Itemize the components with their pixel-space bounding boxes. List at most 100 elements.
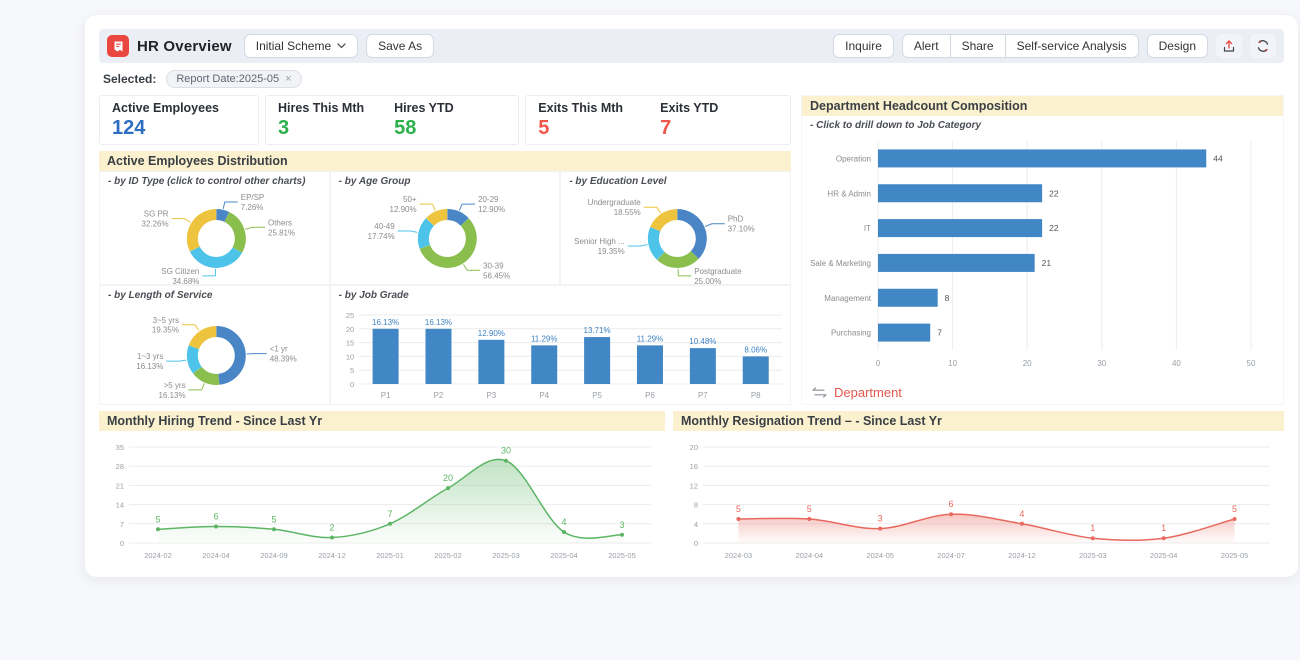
length-of-service-donut-chart[interactable]: <1 yr 48.39% >5 yrs 16.13% 1~3 yrs 16.13% 3~5 …: [100, 303, 329, 404]
svg-text:20-29: 20-29: [478, 195, 499, 204]
export-icon: [1223, 40, 1235, 52]
department-headcount-bar-chart[interactable]: 0 10 20 30 40 50 Operation 44 HR & Admin 22 IT 22 Sa…: [802, 133, 1283, 380]
svg-text:2025-03: 2025-03: [1079, 551, 1107, 560]
svg-text:SG Citizen: SG Citizen: [161, 267, 199, 276]
svg-text:10: 10: [345, 352, 353, 361]
svg-text:1: 1: [1090, 523, 1095, 533]
svg-text:2024-02: 2024-02: [144, 551, 172, 560]
chevron-down-icon: [337, 43, 346, 49]
filter-chip-label: Report Date:2025-05: [176, 73, 280, 85]
svg-text:11.29%: 11.29%: [636, 334, 663, 343]
svg-text:16: 16: [690, 462, 698, 471]
chart-subtitle-education: - by Education Level: [569, 176, 667, 187]
svg-text:2: 2: [329, 523, 334, 533]
svg-text:Others: Others: [268, 218, 292, 227]
section-title-resignation-trend: Monthly Resignation Trend – - Since Last…: [673, 411, 1284, 431]
svg-text:19.35%: 19.35%: [152, 326, 179, 335]
active-employees-distribution-section: Active Employees Distribution - by ID Ty…: [99, 151, 791, 405]
save-as-button[interactable]: Save As: [366, 34, 435, 58]
svg-text:8: 8: [694, 501, 698, 510]
svg-text:16.13%: 16.13%: [136, 362, 163, 371]
svg-text:35: 35: [116, 443, 124, 452]
svg-text:7.26%: 7.26%: [241, 203, 264, 212]
svg-text:8: 8: [945, 293, 950, 303]
svg-text:2024-04: 2024-04: [202, 551, 230, 560]
refresh-button[interactable]: [1250, 34, 1276, 58]
svg-text:15: 15: [345, 339, 353, 348]
svg-text:PhD: PhD: [728, 215, 744, 224]
svg-text:20: 20: [690, 443, 698, 452]
svg-text:2024-09: 2024-09: [260, 551, 288, 560]
svg-text:Management: Management: [824, 294, 871, 303]
share-button[interactable]: Share: [949, 35, 1005, 57]
svg-text:0: 0: [876, 359, 881, 368]
filter-chip-report-date[interactable]: Report Date:2025-05 ×: [166, 70, 302, 88]
export-button[interactable]: [1216, 34, 1242, 58]
chart-subtitle-department: - Click to drill down to Job Category: [810, 120, 982, 131]
svg-text:11.29%: 11.29%: [531, 334, 558, 343]
monthly-resignation-trend-section: Monthly Resignation Trend – - Since Last…: [673, 411, 1284, 565]
svg-text:8.06%: 8.06%: [744, 345, 767, 354]
job-grade-bar-chart[interactable]: 0 5 10 15 20 25 16.13% P1 16.13% P2 12.90% P3 11.29%…: [331, 303, 790, 404]
kpi-card-hires: Hires This Mth 3 Hires YTD 58: [265, 95, 520, 145]
svg-text:1~3 yrs: 1~3 yrs: [137, 352, 163, 361]
alert-button[interactable]: Alert: [913, 39, 939, 53]
inquire-button[interactable]: Inquire: [833, 34, 894, 58]
svg-text:22: 22: [1049, 188, 1059, 198]
svg-text:16.13%: 16.13%: [372, 318, 399, 327]
svg-text:0: 0: [694, 539, 698, 548]
filter-bar: Selected: Report Date:2025-05 ×: [99, 67, 1284, 91]
section-title-hiring-trend: Monthly Hiring Trend - Since Last Yr: [99, 411, 665, 431]
svg-text:50+: 50+: [403, 195, 417, 204]
scheme-selector[interactable]: Initial Scheme: [243, 34, 359, 58]
svg-text:P4: P4: [539, 391, 549, 400]
age-group-donut-chart[interactable]: 20-29 12.90% 30-39 56.45% 40-49 17.74% 50+ 12.9…: [331, 189, 560, 284]
svg-text:0: 0: [350, 380, 354, 389]
department-drill-control[interactable]: Department: [802, 380, 1283, 404]
svg-text:2024-07: 2024-07: [937, 551, 965, 560]
svg-text:30: 30: [1097, 359, 1106, 368]
svg-text:2024-04: 2024-04: [796, 551, 824, 560]
svg-text:4: 4: [561, 517, 566, 527]
svg-text:48.39%: 48.39%: [270, 355, 297, 364]
svg-text:12.90%: 12.90%: [389, 205, 416, 214]
svg-text:6: 6: [213, 512, 218, 522]
kpi-label: Exits YTD: [660, 101, 719, 115]
svg-text:5: 5: [1232, 504, 1237, 514]
swap-icon: [812, 386, 827, 398]
svg-text:13.71%: 13.71%: [583, 326, 610, 335]
id-type-donut-chart[interactable]: EP/SP 7.26% Others 25.81% SG Citizen 34.68% SG…: [100, 189, 329, 284]
svg-text:17.74%: 17.74%: [367, 232, 394, 241]
svg-text:34.68%: 34.68%: [172, 277, 199, 284]
svg-text:2025-04: 2025-04: [550, 551, 578, 560]
education-donut-chart[interactable]: PhD 37.10% Postgraduate 25.00% Senior High .…: [561, 189, 790, 284]
chart-subtitle-id-type: - by ID Type (click to control other cha…: [108, 176, 306, 187]
scheme-selector-label: Initial Scheme: [255, 39, 332, 53]
chip-remove-icon[interactable]: ×: [285, 73, 292, 85]
svg-text:12.90%: 12.90%: [478, 205, 505, 214]
panel-by-length-of-service: - by Length of Service <1 yr 48.39% >5 yrs…: [99, 285, 330, 405]
svg-text:2024-12: 2024-12: [318, 551, 346, 560]
self-service-analysis-button[interactable]: Self-service Analysis: [1004, 35, 1138, 57]
resignation-trend-line-chart[interactable]: 0 4 8 12 16 20 5 2024-03 5 2024-04 3 2024-05 6 2024-0…: [673, 431, 1284, 565]
svg-text:25: 25: [345, 311, 353, 320]
toolbar: HR Overview Initial Scheme Save As Inqui…: [99, 29, 1284, 63]
svg-text:5: 5: [736, 504, 741, 514]
svg-text:40: 40: [1172, 359, 1181, 368]
svg-text:7: 7: [120, 520, 124, 529]
svg-text:2025-01: 2025-01: [376, 551, 404, 560]
hiring-trend-line-chart[interactable]: 0 7 14 21 28 35 5 2024-02 6 2024-04 5 2024-09 2 2024-…: [99, 431, 665, 565]
svg-text:P8: P8: [750, 391, 760, 400]
kpi-label: Hires YTD: [394, 101, 454, 115]
svg-text:Undergraduate: Undergraduate: [588, 198, 642, 207]
svg-text:12.90%: 12.90%: [477, 329, 504, 338]
selected-label: Selected:: [103, 72, 157, 86]
svg-text:5: 5: [350, 366, 354, 375]
design-button[interactable]: Design: [1146, 34, 1208, 58]
kpi-card-active-employees: Active Employees 124: [99, 95, 259, 145]
dashboard-window: HR Overview Initial Scheme Save As Inqui…: [85, 15, 1298, 577]
section-title-distribution: Active Employees Distribution: [99, 151, 791, 171]
svg-text:Operation: Operation: [836, 154, 871, 163]
kpi-label: Active Employees: [112, 101, 219, 115]
svg-text:2024-12: 2024-12: [1008, 551, 1036, 560]
